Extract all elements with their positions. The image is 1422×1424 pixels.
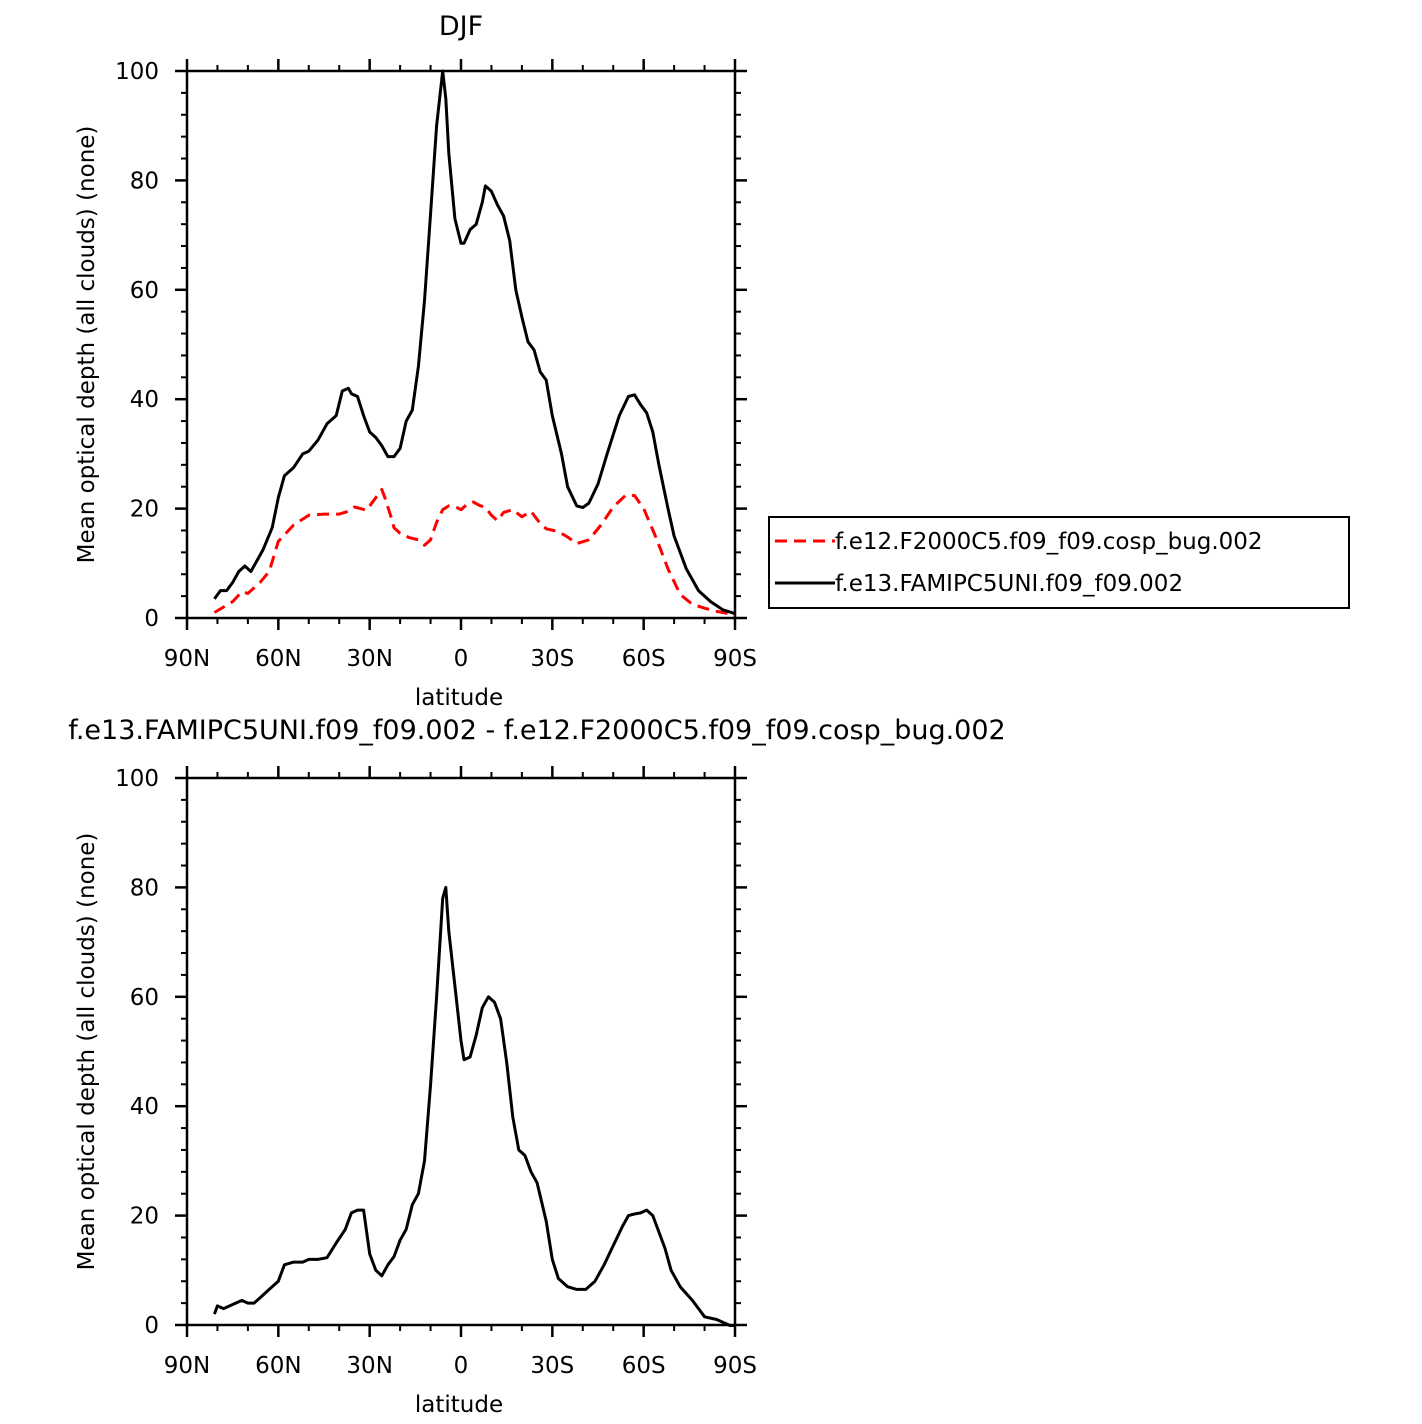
legend-entry: f.e12.F2000C5.f09_f09.cosp_bug.002 [835,529,1263,555]
series-line-dashed-red [213,488,736,616]
x-tick-label: 90S [713,646,757,672]
y-tick-label: 60 [130,985,159,1011]
x-tick-label: 60S [622,646,666,672]
y-tick-label: 100 [115,766,159,792]
x-tick-label: 60N [255,646,301,672]
chart-title: f.e13.FAMIPC5UNI.f09_f09.002 - f.e12.F20… [68,715,1005,746]
x-tick-label: 90S [713,1353,757,1379]
y-tick-label: 20 [130,497,159,523]
x-axis-label: latitude [415,685,503,711]
y-tick-label: 80 [130,168,159,194]
series-line-solid-black [212,885,736,1327]
y-tick-label: 80 [130,875,159,901]
x-tick-label: 30N [346,1353,392,1379]
y-tick-label: 100 [115,59,159,85]
y-axis-label: Mean optical depth (all clouds) (none) [74,126,100,564]
x-tick-label: 60N [255,1353,301,1379]
x-tick-label: 90N [164,1353,210,1379]
x-axis-label: latitude [415,1392,503,1418]
x-tick-label: 30S [530,1353,574,1379]
series-line-solid-black [213,69,736,616]
legend-box [768,516,1350,609]
y-tick-label: 20 [130,1204,159,1230]
x-tick-label: 30S [530,646,574,672]
chart-panel-bottom: f.e13.FAMIPC5UNI.f09_f09.002 - f.e12.F20… [68,715,1005,1418]
y-axis-label: Mean optical depth (all clouds) (none) [74,833,100,1271]
y-tick-label: 0 [144,606,159,632]
chart-panel-top: DJF 90N 60N 30N 0 30S 60S 90S 0 20 40 60 80 100 latitu… [74,11,757,711]
x-tick-label: 0 [454,1353,469,1379]
chart-title: DJF [439,11,483,42]
x-tick-label: 60S [622,1353,666,1379]
y-tick-label: 40 [130,1094,159,1120]
legend-entry: f.e13.FAMIPC5UNI.f09_f09.002 [835,571,1183,597]
x-tick-label: 90N [164,646,210,672]
plot-frame [185,776,737,1327]
y-tick-label: 40 [130,387,159,413]
x-tick-label: 30N [346,646,392,672]
y-tick-label: 60 [130,278,159,304]
y-tick-label: 0 [144,1313,159,1339]
legend: f.e12.F2000C5.f09_f09.cosp_bug.002 f.e13.… [768,516,1350,609]
x-tick-label: 0 [454,646,469,672]
